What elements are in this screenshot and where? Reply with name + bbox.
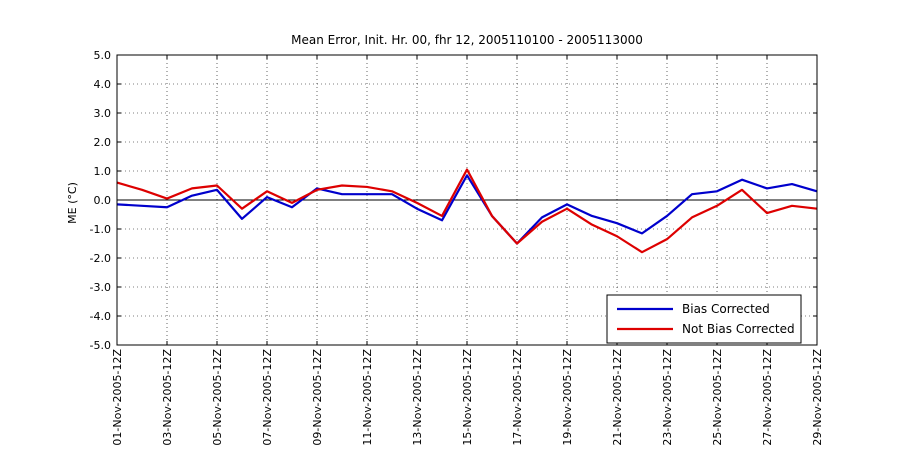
y-tick-label: -5.0 <box>90 339 111 352</box>
x-tick-label: 17-Nov-2005-12Z <box>511 349 524 446</box>
x-tick-label: 23-Nov-2005-12Z <box>661 349 674 446</box>
y-axis-label: ME (°C) <box>66 182 79 224</box>
y-tick-label: 0.0 <box>94 194 112 207</box>
chart-title: Mean Error, Init. Hr. 00, fhr 12, 200511… <box>291 33 643 47</box>
y-axis-ticks: -5.0 -4.0 -3.0 -2.0 -1.0 0.0 1.0 2.0 3.0 4.0 5.0 <box>90 49 817 352</box>
legend-box <box>606 294 802 344</box>
series-group <box>116 168 818 254</box>
x-tick-label: 01-Nov-2005-12Z <box>111 349 124 446</box>
x-tick-label: 13-Nov-2005-12Z <box>411 349 424 446</box>
legend-label: Not Bias Corrected <box>682 322 795 336</box>
legend: Bias Corrected Not Bias Corrected <box>606 294 802 344</box>
y-tick-label: -1.0 <box>90 223 111 236</box>
y-tick-label: -2.0 <box>90 252 111 265</box>
x-tick-label: 11-Nov-2005-12Z <box>361 349 374 446</box>
x-tick-label: 21-Nov-2005-12Z <box>611 349 624 446</box>
x-tick-label: 09-Nov-2005-12Z <box>311 349 324 446</box>
x-tick-label: 29-Nov-2005-12Z <box>811 349 824 446</box>
y-tick-label: 3.0 <box>94 107 112 120</box>
y-tick-label: 4.0 <box>94 78 112 91</box>
x-axis-ticks: 01-Nov-2005-12Z 03-Nov-2005-12Z 05-Nov-200… <box>111 55 824 446</box>
x-tick-label: 07-Nov-2005-12Z <box>261 349 274 446</box>
title-group: Mean Error, Init. Hr. 00, fhr 12, 200511… <box>291 33 643 47</box>
x-tick-label: 03-Nov-2005-12Z <box>161 349 174 446</box>
y-tick-label: -4.0 <box>90 310 111 323</box>
x-tick-label: 19-Nov-2005-12Z <box>561 349 574 446</box>
legend-label: Bias Corrected <box>682 302 770 316</box>
y-tick-label: 5.0 <box>94 49 112 62</box>
series-line-not-bias-corrected <box>116 168 818 254</box>
y-tick-label: 1.0 <box>94 165 112 178</box>
x-tick-label: 15-Nov-2005-12Z <box>461 349 474 446</box>
y-tick-label: -3.0 <box>90 281 111 294</box>
y-tick-label: 2.0 <box>94 136 112 149</box>
series-line-bias-corrected <box>116 174 818 245</box>
x-tick-label: 25-Nov-2005-12Z <box>711 349 724 446</box>
x-tick-label: 05-Nov-2005-12Z <box>211 349 224 446</box>
x-tick-label: 27-Nov-2005-12Z <box>761 349 774 446</box>
